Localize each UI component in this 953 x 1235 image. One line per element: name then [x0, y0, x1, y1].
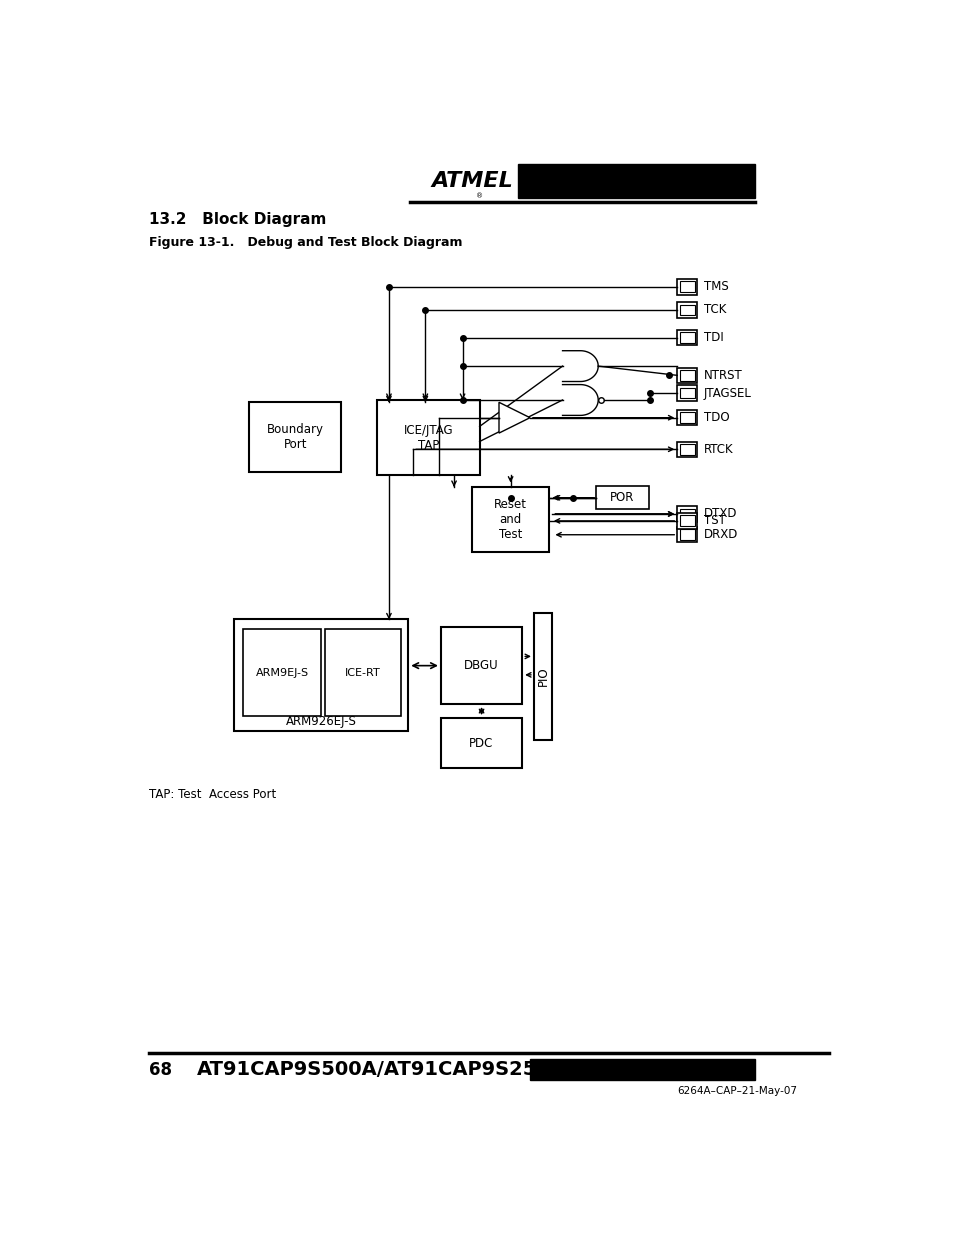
- Bar: [679, 509, 695, 520]
- Text: POR: POR: [609, 492, 634, 504]
- Text: 68: 68: [149, 1061, 172, 1079]
- Bar: [677, 442, 697, 457]
- Text: ARM926EJ-S: ARM926EJ-S: [285, 715, 356, 729]
- Bar: [679, 388, 695, 399]
- Text: TDO: TDO: [703, 411, 728, 424]
- Text: JTAGSEL: JTAGSEL: [703, 387, 751, 400]
- Text: Figure 13-1.   Debug and Test Block Diagram: Figure 13-1. Debug and Test Block Diagra…: [149, 236, 461, 248]
- Bar: [596, 487, 648, 509]
- Text: ICE/JTAG
TAP: ICE/JTAG TAP: [403, 424, 453, 452]
- Bar: [377, 400, 479, 475]
- Text: PDC: PDC: [469, 736, 494, 750]
- Text: TST: TST: [703, 515, 724, 527]
- Bar: [324, 630, 400, 716]
- Bar: [679, 530, 695, 540]
- Text: NTRST: NTRST: [703, 369, 741, 382]
- Bar: [677, 506, 697, 521]
- Bar: [472, 487, 549, 552]
- Bar: [249, 403, 340, 472]
- Text: AT91CAP9S500A/AT91CAP9S250A: AT91CAP9S500A/AT91CAP9S250A: [196, 1061, 565, 1079]
- Bar: [679, 515, 695, 526]
- Text: ICE-RT: ICE-RT: [344, 668, 380, 678]
- Text: DBGU: DBGU: [464, 659, 498, 672]
- Polygon shape: [530, 1060, 754, 1079]
- Bar: [679, 412, 695, 424]
- Bar: [677, 368, 697, 383]
- Text: DRXD: DRXD: [703, 529, 738, 541]
- Bar: [440, 718, 521, 768]
- Text: DTXD: DTXD: [703, 508, 737, 520]
- Text: Reset
and
Test: Reset and Test: [494, 498, 527, 541]
- Polygon shape: [517, 163, 754, 199]
- Polygon shape: [498, 403, 530, 433]
- Text: RTCK: RTCK: [703, 443, 733, 456]
- Bar: [677, 514, 697, 529]
- Text: 13.2   Block Diagram: 13.2 Block Diagram: [149, 212, 326, 227]
- Bar: [679, 443, 695, 454]
- Bar: [679, 370, 695, 380]
- Text: ARM9EJ-S: ARM9EJ-S: [255, 668, 308, 678]
- Text: PIO: PIO: [537, 666, 549, 685]
- Bar: [677, 330, 697, 346]
- Bar: [679, 282, 695, 293]
- Bar: [677, 279, 697, 294]
- Text: Boundary
Port: Boundary Port: [267, 422, 323, 451]
- Bar: [243, 630, 320, 716]
- Text: TDI: TDI: [703, 331, 722, 345]
- Text: 6264A–CAP–21-May-07: 6264A–CAP–21-May-07: [677, 1087, 797, 1097]
- Bar: [677, 303, 697, 317]
- Bar: [677, 527, 697, 542]
- Bar: [679, 332, 695, 343]
- Text: TMS: TMS: [703, 280, 727, 293]
- Text: ATMEL: ATMEL: [431, 170, 512, 190]
- Bar: [233, 620, 408, 731]
- Bar: [440, 627, 521, 704]
- Text: TAP: Test  Access Port: TAP: Test Access Port: [149, 788, 275, 802]
- Bar: [679, 305, 695, 315]
- Text: TCK: TCK: [703, 304, 725, 316]
- Bar: [677, 385, 697, 401]
- Text: ®: ®: [476, 194, 482, 200]
- Bar: [534, 613, 552, 740]
- Bar: [677, 410, 697, 425]
